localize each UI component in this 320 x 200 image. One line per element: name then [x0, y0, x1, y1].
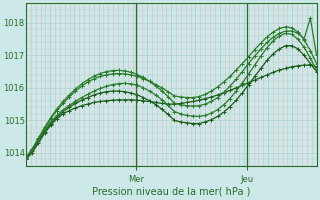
X-axis label: Pression niveau de la mer( hPa ): Pression niveau de la mer( hPa ) [92, 187, 251, 197]
